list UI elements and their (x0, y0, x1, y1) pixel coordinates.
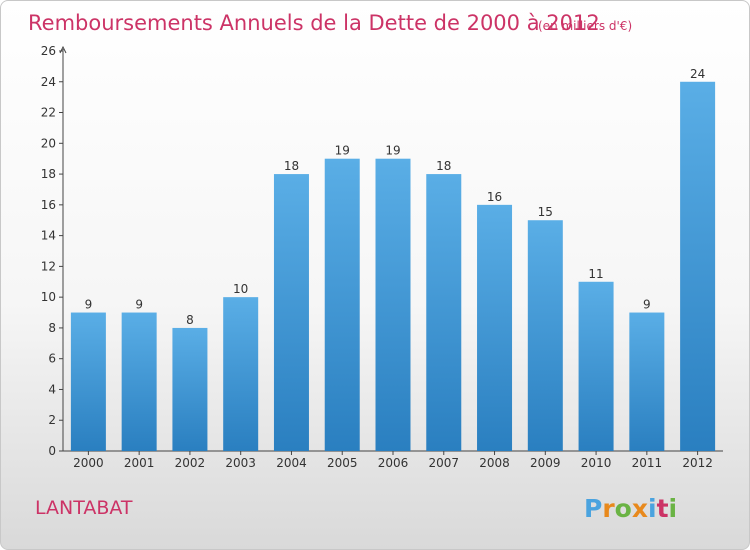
data-label-2008: 16 (487, 190, 502, 204)
bar-2007 (426, 174, 462, 452)
logo-letter: t (657, 494, 669, 523)
x-tick-label-2001: 2001 (124, 456, 155, 470)
data-label-2003: 10 (233, 282, 248, 296)
bar-2009 (527, 220, 563, 451)
data-label-2006: 19 (385, 144, 400, 158)
x-tick-label-2004: 2004 (276, 456, 307, 470)
y-tick-label: 4 (48, 382, 56, 396)
bar-2000 (70, 312, 106, 451)
x-tick-label-2002: 2002 (175, 456, 206, 470)
y-tick-label: 14 (41, 229, 56, 243)
bars (70, 81, 716, 452)
y-tick-label: 18 (41, 167, 56, 181)
commune-name: LANTABAT (35, 497, 133, 519)
bar-2003 (223, 297, 259, 451)
y-tick-label: 26 (41, 44, 56, 58)
data-label-2010: 11 (588, 267, 603, 281)
x-tick-label-2012: 2012 (682, 456, 713, 470)
data-label-2005: 19 (335, 144, 350, 158)
chart-subtitle: (en milliers d'€) (538, 19, 632, 33)
data-label-2000: 9 (85, 298, 93, 312)
logo-letter: o (615, 494, 632, 523)
x-axis: 2000 2001 2002 2003 2004 2005 2006 2007 2008 2009… (63, 450, 723, 470)
logo-letter: i (669, 494, 678, 523)
data-label-2004: 18 (284, 159, 299, 173)
data-labels: 9 9 8 10 18 19 19 18 16 15 11 9 24 (85, 67, 706, 327)
x-tick-label-2010: 2010 (581, 456, 612, 470)
x-tick-label-2000: 2000 (73, 456, 104, 470)
y-tick-label: 12 (41, 259, 56, 273)
x-tick-label-2005: 2005 (327, 456, 358, 470)
data-label-2001: 9 (135, 298, 143, 312)
data-label-2007: 18 (436, 159, 451, 173)
logo-letter: P (584, 494, 602, 523)
bar-2005 (324, 158, 360, 451)
logo-letter: x (632, 494, 648, 523)
x-tick-label-2007: 2007 (428, 456, 459, 470)
bar-2010 (578, 281, 614, 451)
y-tick-label: 2 (48, 413, 56, 427)
logo-text: Proxiti (584, 494, 677, 523)
x-tick-label-2006: 2006 (378, 456, 409, 470)
y-tick-label: 0 (48, 444, 56, 458)
x-tick-label-2008: 2008 (479, 456, 510, 470)
data-label-2009: 15 (538, 205, 553, 219)
logo-letter: r (602, 494, 615, 523)
data-label-2011: 9 (643, 298, 651, 312)
y-tick-label: 8 (48, 321, 56, 335)
bar-2006 (375, 158, 411, 451)
y-tick-label: 16 (41, 198, 56, 212)
bar-2004 (273, 174, 309, 452)
data-label-2012: 24 (690, 67, 705, 81)
bar-2011 (629, 312, 665, 451)
y-tick-label: 10 (41, 290, 56, 304)
bar-2002 (172, 327, 208, 451)
y-tick-label: 22 (41, 106, 56, 120)
y-tick-label: 6 (48, 352, 56, 366)
x-tick-label-2003: 2003 (225, 456, 256, 470)
y-tick-label: 20 (41, 136, 56, 150)
chart-title: Remboursements Annuels de la Dette de 20… (28, 11, 600, 35)
bar-2012 (680, 81, 716, 452)
x-tick-label-2011: 2011 (632, 456, 663, 470)
logo-letter: i (648, 494, 657, 523)
x-tick-label-2009: 2009 (530, 456, 561, 470)
y-tick-label: 24 (41, 75, 56, 89)
data-label-2002: 8 (186, 313, 194, 327)
proxiti-logo: Proxiti (584, 494, 677, 523)
bar-2001 (121, 312, 157, 451)
bar-2008 (477, 204, 513, 451)
